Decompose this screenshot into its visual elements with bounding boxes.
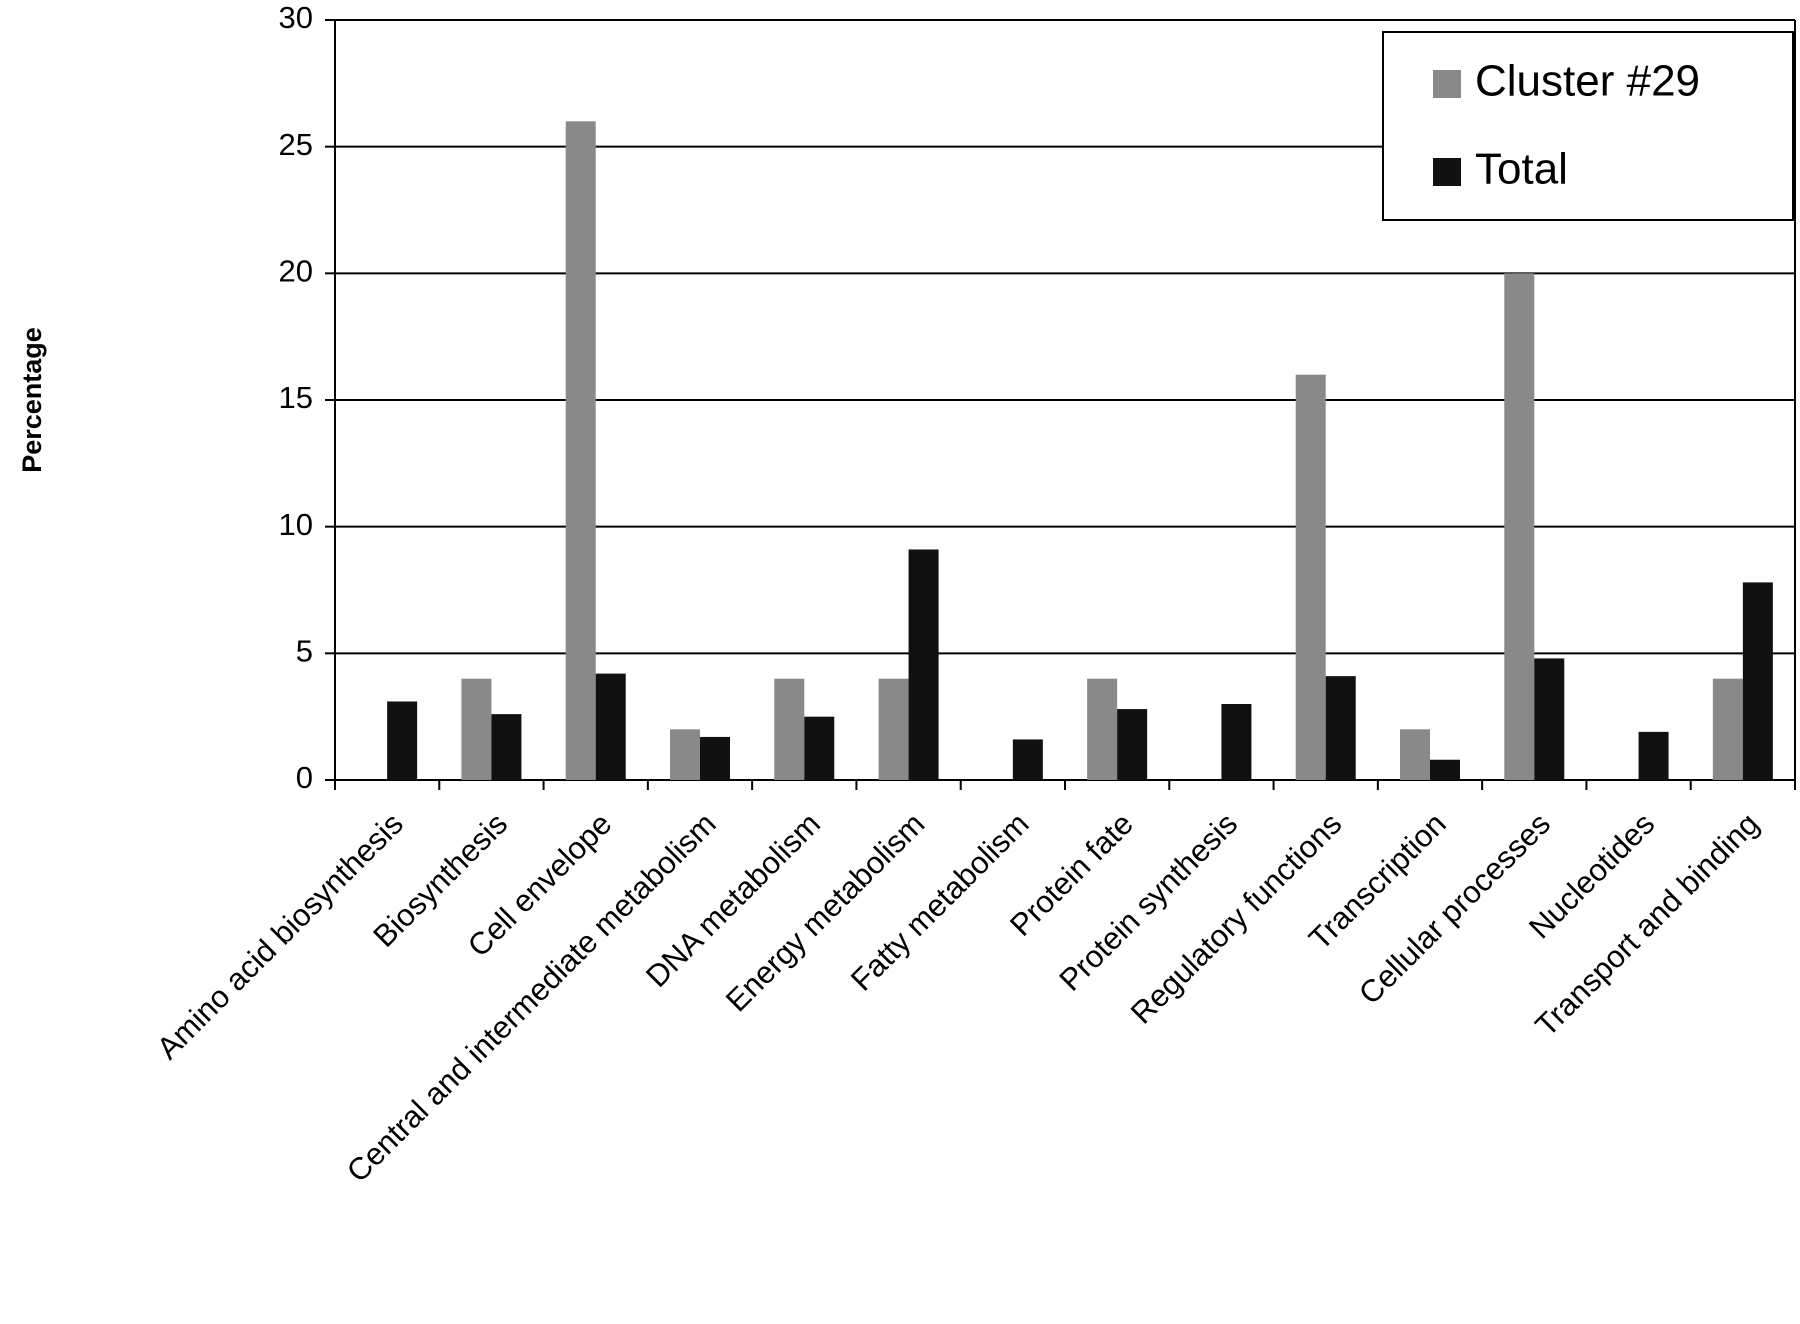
y-tick-label: 10	[279, 507, 313, 542]
bar	[491, 714, 522, 780]
x-tick-label: Protein synthesis	[1052, 806, 1244, 998]
legend-label: Total	[1475, 145, 1568, 194]
bar	[1012, 739, 1043, 780]
bar	[1534, 658, 1565, 780]
x-tick-label: Fatty metabolism	[844, 806, 1036, 998]
y-tick-label: 20	[279, 254, 313, 289]
bar	[1325, 676, 1356, 780]
bar	[908, 549, 939, 780]
y-tick-label: 0	[296, 760, 313, 795]
bar	[1221, 704, 1252, 780]
x-tick-label: Central and intermediate metabolism	[340, 806, 723, 1189]
bar	[1295, 374, 1326, 780]
y-axis-label: Percentage	[17, 327, 47, 473]
bar	[1638, 731, 1669, 780]
bar	[700, 736, 730, 780]
y-tick-label: 15	[279, 380, 313, 415]
legend-swatch	[1433, 158, 1461, 186]
legend-label: Cluster #29	[1475, 57, 1700, 106]
bar	[1712, 678, 1743, 780]
bar	[461, 678, 492, 780]
y-tick-label: 30	[279, 0, 313, 35]
x-tick-label: Amino acid biosynthesis	[150, 806, 410, 1066]
bar	[878, 678, 909, 780]
bar	[1087, 678, 1118, 780]
legend-swatch	[1433, 70, 1461, 98]
bar	[1430, 759, 1460, 780]
x-tick-label: Energy metabolism	[719, 806, 931, 1018]
bar	[565, 121, 596, 781]
bar	[804, 716, 835, 780]
bar	[595, 673, 626, 780]
bar	[1742, 582, 1773, 780]
x-tick-label: DNA metabolism	[639, 806, 827, 994]
legend-box	[1382, 31, 1794, 221]
bar	[387, 701, 418, 780]
bar	[1117, 709, 1148, 780]
bar	[670, 729, 700, 780]
y-tick-label: 25	[279, 127, 313, 162]
x-tick-label: Cellular processes	[1352, 806, 1557, 1011]
y-tick-label: 5	[296, 634, 313, 669]
bar	[1504, 273, 1535, 780]
bar	[1400, 729, 1430, 780]
bar	[774, 678, 805, 780]
